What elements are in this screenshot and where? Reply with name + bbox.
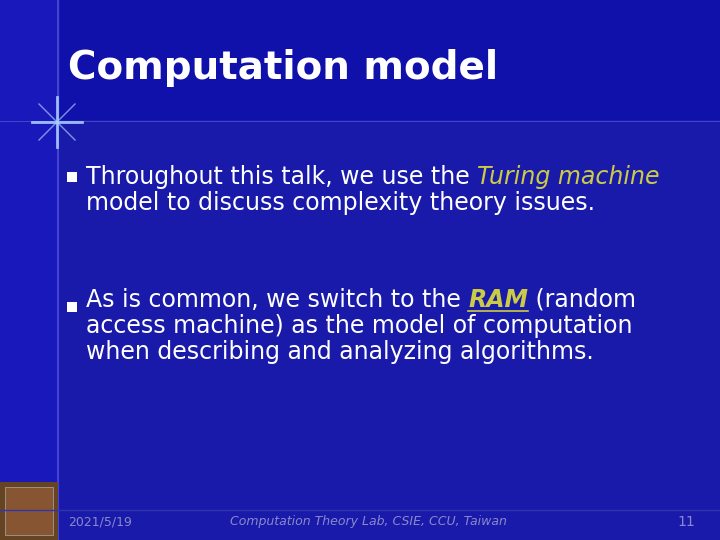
Text: RAM: RAM [469,288,528,312]
Text: Throughout this talk, we use the: Throughout this talk, we use the [86,165,477,189]
Bar [67,302,77,312]
Bar [5,487,53,535]
Text: Turing machine: Turing machine [477,165,660,189]
Text: access machine) as the model of computation: access machine) as the model of computat… [86,314,632,338]
Text: As is common, we switch to the: As is common, we switch to the [86,288,469,312]
Text: (random: (random [528,288,636,312]
Text: 2021/5/19: 2021/5/19 [68,516,132,529]
Bar [0,120,720,122]
Text: Computation Theory Lab, CSIE, CCU, Taiwan: Computation Theory Lab, CSIE, CCU, Taiwa… [230,516,507,529]
Bar [67,172,77,182]
Bar [0,482,58,540]
Bar [0,0,60,540]
Bar [57,0,59,540]
Bar [0,0,720,120]
Text: Computation model: Computation model [68,49,498,87]
Text: 11: 11 [678,515,695,529]
Text: when describing and analyzing algorithms.: when describing and analyzing algorithms… [86,340,594,364]
Text: model to discuss complexity theory issues.: model to discuss complexity theory issue… [86,191,595,215]
